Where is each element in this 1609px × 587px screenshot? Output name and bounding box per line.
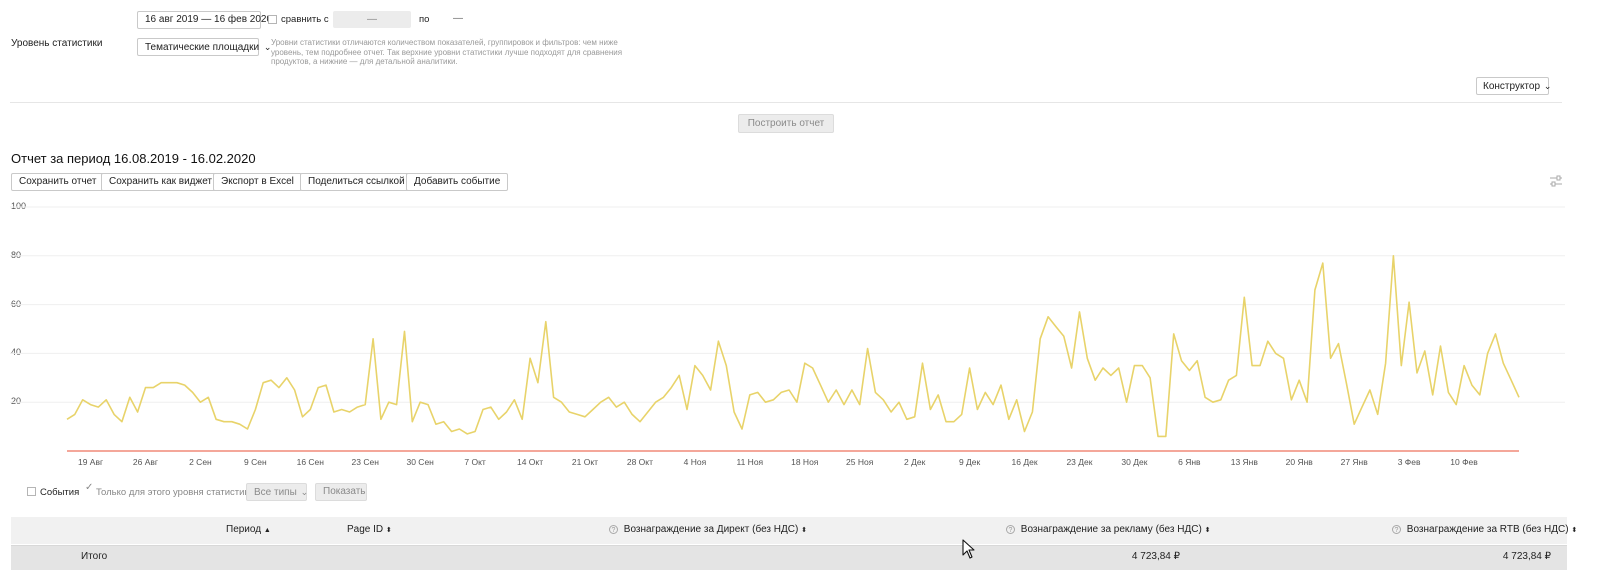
- check-icon[interactable]: ✓: [85, 482, 94, 493]
- chevron-down-icon: ⌄: [300, 487, 309, 497]
- x-tick-label: 23 Сен: [351, 457, 379, 467]
- help-icon[interactable]: ?: [1006, 524, 1015, 534]
- stat-level-hint: Уровни статистики отличаются количеством…: [271, 38, 623, 66]
- page-id-header[interactable]: Page ID ⬍: [347, 524, 392, 535]
- stat-level-select[interactable]: Тематические площадки ⌄: [137, 38, 271, 56]
- x-tick-label: 26 Авг: [132, 457, 159, 467]
- constructor-label: Конструктор: [1483, 81, 1541, 92]
- x-tick-label: 2 Сен: [189, 457, 212, 467]
- x-tick-label: 14 Окт: [516, 457, 544, 467]
- stat-level-label: Уровень статистики: [11, 38, 103, 49]
- mouse-cursor-icon: [962, 539, 975, 559]
- x-tick-label: 16 Сен: [296, 457, 324, 467]
- x-tick-label: 30 Сен: [406, 457, 434, 467]
- divider: [10, 102, 1562, 103]
- events-label: События: [40, 487, 80, 498]
- rtb-reward-header-label: Вознаграждение за RTB (без НДС): [1406, 524, 1569, 535]
- rtb-reward-header[interactable]: ? Вознаграждение за RTB (без НДС) ⬍: [1392, 524, 1577, 535]
- x-tick-label: 16 Дек: [1011, 457, 1038, 467]
- sort-icon: ⬍: [1204, 527, 1211, 534]
- y-tick-label: 80: [11, 249, 22, 260]
- total-label: Итого: [81, 551, 108, 562]
- total-rtb-reward: 4 723,84 ₽: [1502, 551, 1551, 562]
- x-tick-label: 6 Янв: [1178, 457, 1201, 467]
- direct-reward-header-label: Вознаграждение за Директ (без НДС): [623, 524, 799, 535]
- chevron-down-icon: ⌄: [263, 42, 272, 52]
- sort-up-icon: ▲: [263, 527, 271, 534]
- y-tick-label: 40: [11, 347, 22, 358]
- help-icon[interactable]: ?: [1392, 524, 1401, 534]
- x-tick-label: 10 Фев: [1450, 457, 1478, 467]
- total-ad-reward: 4 723,84 ₽: [1131, 551, 1180, 562]
- x-tick-label: 19 Авг: [77, 457, 104, 467]
- constructor-button[interactable]: Конструктор ⌄: [1476, 77, 1552, 95]
- sort-icon: ⬍: [1571, 527, 1578, 534]
- page-id-header-label: Page ID: [347, 524, 384, 535]
- only-level-label: Только для этого уровня статистики: [96, 487, 254, 498]
- series-line-yellow: [66, 255, 1520, 438]
- x-tick-label: 3 Фев: [1397, 457, 1421, 467]
- report-title: Отчет за период 16.08.2019 - 16.02.2020: [11, 151, 256, 166]
- compare-label: сравнить с: [281, 14, 329, 25]
- ad-reward-header-label: Вознаграждение за рекламу (без НДС): [1020, 524, 1202, 535]
- chevron-down-icon: ⌄: [1543, 81, 1552, 91]
- event-types-value: Все типы: [254, 487, 297, 498]
- x-tick-label: 4 Ноя: [683, 457, 707, 467]
- period-header-label: Период: [226, 524, 262, 535]
- x-tick-label: 9 Сен: [244, 457, 267, 467]
- compare-from-input[interactable]: —: [333, 11, 411, 28]
- x-tick-label: 28 Окт: [626, 457, 654, 467]
- x-tick-label: 11 Ноя: [736, 457, 764, 467]
- x-tick-label: 25 Ноя: [846, 457, 874, 467]
- x-tick-label: 27 Янв: [1340, 457, 1368, 467]
- ad-reward-header[interactable]: ? Вознаграждение за рекламу (без НДС) ⬍: [1006, 524, 1210, 535]
- help-icon[interactable]: ?: [609, 524, 618, 534]
- direct-reward-header[interactable]: ? Вознаграждение за Директ (без НДС) ⬍: [609, 524, 807, 535]
- event-types-select[interactable]: Все типы ⌄: [246, 483, 309, 501]
- period-header[interactable]: Период ▲: [226, 524, 271, 535]
- x-tick-label: 18 Ноя: [791, 457, 819, 467]
- x-tick-label: 2 Дек: [903, 457, 926, 467]
- x-tick-label: 20 Янв: [1285, 457, 1313, 467]
- sort-icon: ⬍: [385, 527, 392, 534]
- sort-icon: ⬍: [801, 527, 807, 534]
- x-tick-label: 30 Дек: [1121, 457, 1148, 467]
- compare-to-label: по: [419, 14, 430, 25]
- settings-sliders-icon[interactable]: [1549, 175, 1563, 187]
- compare-to-value[interactable]: —: [453, 13, 463, 24]
- x-tick-label: 9 Дек: [958, 457, 981, 467]
- y-tick-label: 60: [11, 298, 22, 309]
- events-checkbox[interactable]: [27, 487, 36, 496]
- x-tick-label: 23 Дек: [1066, 457, 1093, 467]
- add-event-button[interactable]: Добавить событие: [406, 173, 509, 191]
- share-link-button[interactable]: Поделиться ссылкой: [300, 173, 413, 191]
- build-report-button[interactable]: Построить отчет: [738, 114, 834, 133]
- x-tick-label: 7 Окт: [464, 457, 486, 467]
- table-header-row: [11, 517, 1567, 544]
- table-row: [11, 545, 1567, 570]
- x-tick-label: 21 Окт: [571, 457, 599, 467]
- line-chart: [10, 206, 1565, 452]
- show-events-button[interactable]: Показать: [315, 483, 367, 501]
- x-tick-label: 13 Янв: [1230, 457, 1258, 467]
- compare-checkbox[interactable]: [268, 15, 277, 24]
- save-report-button[interactable]: Сохранить отчет: [11, 173, 105, 191]
- y-tick-label: 20: [11, 396, 22, 407]
- date-range-picker[interactable]: 16 авг 2019 — 16 фев 2020: [137, 11, 272, 29]
- stat-level-value: Тематические площадки: [145, 42, 260, 53]
- y-tick-label: 100: [11, 201, 27, 211]
